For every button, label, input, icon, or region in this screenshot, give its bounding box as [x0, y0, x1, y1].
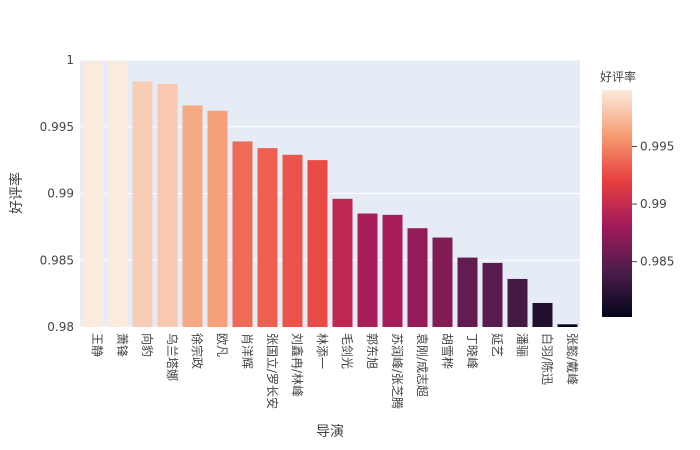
x-tick-labels: 王静 萧锋 向豹 乌兰塔娜 徐宗政 欧凡 肖洋辉 张国立/罗长安 刘鑫冉/林峰 林添一 毛剑光 郭东旭…: [90, 333, 580, 409]
colorbar-title: 好评率: [600, 69, 636, 84]
bar: [82, 61, 103, 328]
y-axis-title: 好评率: [8, 172, 25, 214]
x-tick-label: 潘骊: [515, 333, 529, 357]
bars: [82, 61, 578, 328]
x-tick-label: 袁刚/成志超: [415, 333, 430, 397]
bar: [432, 237, 453, 327]
x-tick-label: 丁晓峰: [465, 333, 479, 369]
bar: [557, 324, 578, 327]
bar: [132, 81, 153, 327]
bar: [307, 160, 328, 327]
x-tick-label: 王静: [90, 333, 104, 357]
x-tick-label: 肖洋辉: [240, 333, 255, 369]
y-tick-label: 0.985: [40, 253, 74, 267]
x-tick-label: 乌兰塔娜: [165, 333, 180, 381]
bar: [482, 262, 503, 327]
bar: [407, 228, 428, 327]
y-tick-label: 0.995: [40, 120, 74, 134]
bar: [507, 278, 528, 327]
bar: [232, 141, 253, 327]
bar: [532, 302, 553, 327]
x-tick-label: 苏润峰/张芝腾: [390, 333, 405, 409]
colorbar-tick-label: 0.99: [640, 197, 667, 211]
bar: [207, 110, 228, 327]
bar: [382, 214, 403, 327]
x-tick-label: 张国立/罗长安: [265, 333, 280, 409]
colorbar: [602, 90, 632, 317]
x-tick-label: 白羽/陈迅: [540, 333, 555, 385]
x-tick-label: 毛剑光: [340, 333, 355, 369]
bar: [157, 84, 178, 327]
x-tick-label: 林添一: [315, 333, 329, 369]
colorbar-tick-label: 0.995: [640, 139, 674, 153]
colorbar-tick-label: 0.985: [640, 255, 674, 269]
x-tick-label: 张懿/戴峰: [565, 333, 580, 385]
bar: [357, 213, 378, 327]
y-tick-labels: 0.98 0.985 0.99 0.995 1: [40, 53, 74, 334]
x-tick-label: 向豹: [140, 333, 155, 357]
x-tick-label: 萧锋: [115, 333, 129, 357]
colorbar-ticks: 0.985 0.99 0.995: [632, 139, 674, 269]
bar: [107, 61, 128, 328]
x-axis-title: 导演: [316, 424, 344, 440]
x-tick-label: 欧凡: [215, 333, 229, 357]
x-tick-label: 徐宗政: [190, 333, 205, 369]
bar: [257, 148, 278, 327]
y-tick-label: 1: [66, 53, 74, 67]
x-tick-label: 刘鑫冉/林峰: [290, 333, 305, 397]
x-tick-label: 郭东旭: [365, 333, 379, 369]
bar: [182, 105, 203, 327]
bar: [332, 198, 353, 327]
x-tick-label: 延艺: [490, 333, 504, 357]
y-tick-label: 0.98: [47, 320, 74, 334]
x-tick-label: 胡雪桦: [440, 333, 455, 369]
bar: [457, 257, 478, 327]
bar: [282, 154, 303, 327]
y-tick-label: 0.99: [47, 187, 74, 201]
